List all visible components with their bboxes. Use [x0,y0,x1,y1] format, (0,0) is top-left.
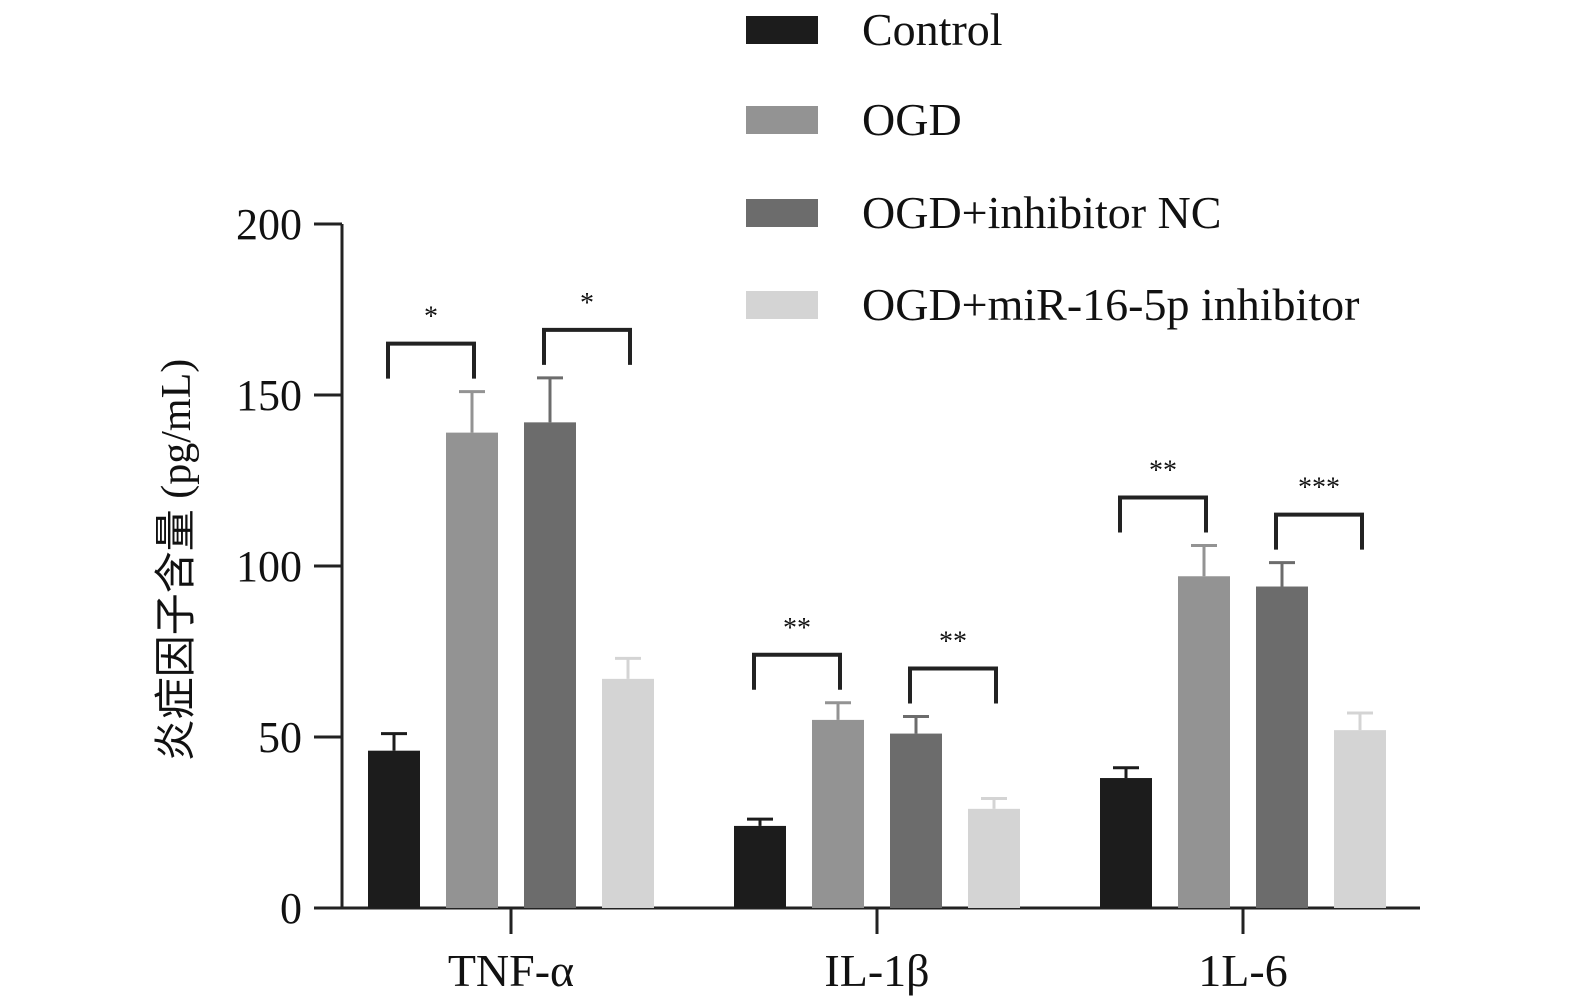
bar [446,432,498,908]
legend-label: OGD [862,94,962,145]
bar [890,733,942,908]
significance-label: * [424,302,438,333]
legend-label: Control [862,4,1003,55]
legend-swatch [746,291,818,319]
x-axis: TNF-α IL-1β 1L-6 [342,906,1420,996]
bar [812,719,864,908]
y-axis: 0 50 100 150 200 [236,200,344,933]
significance-label: * [580,288,594,319]
significance-label: ** [1149,455,1177,486]
legend-label: OGD+inhibitor NC [862,187,1221,238]
legend: Control OGD OGD+inhibitor NC OGD+miR-16-5p … [746,4,1359,330]
bar [602,678,654,908]
bars [368,376,1386,908]
bar [1178,576,1230,908]
y-tick-label: 50 [258,713,302,762]
bar [734,825,786,908]
y-tick-label: 0 [280,884,302,933]
bar [1100,778,1152,908]
bar [1256,586,1308,908]
y-axis-label: 炎症因子含量 (pg/mL) [154,359,200,761]
x-tick-label: IL-1β [824,945,929,996]
significance-label: ** [783,613,811,644]
legend-swatch [746,106,818,134]
x-tick-label: 1L-6 [1198,945,1287,996]
y-tick-label: 150 [236,371,302,420]
significance-label: ** [939,626,967,657]
y-tick-label: 200 [236,200,302,249]
legend-label: OGD+miR-16-5p inhibitor [862,279,1359,330]
significance-bracket [386,341,476,379]
bar [368,750,420,908]
legend-swatch [746,16,818,44]
bar [1334,730,1386,908]
legend-swatch [746,199,818,227]
significance-bracket [542,327,632,365]
x-tick-label: TNF-α [448,945,574,996]
significance-bracket [908,666,998,704]
significance-label: *** [1298,473,1340,504]
significance-bracket [1118,495,1208,533]
bar [968,808,1020,908]
significance-bracket [1274,512,1364,550]
bar [524,422,576,908]
y-tick-label: 100 [236,542,302,591]
significance-bracket [752,652,842,690]
significance-brackets: * *** ******* [386,288,1364,704]
